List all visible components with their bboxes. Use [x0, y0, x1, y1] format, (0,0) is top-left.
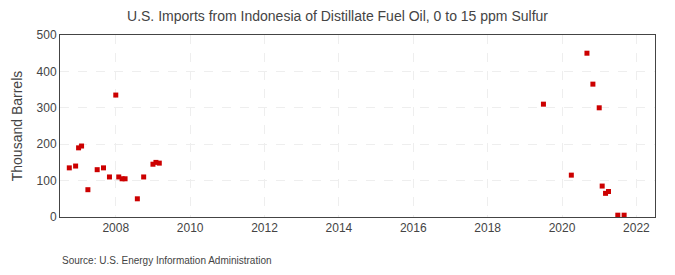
svg-text:Source: U.S. Energy Informatio: Source: U.S. Energy Information Administ… [62, 255, 272, 266]
svg-text:2008: 2008 [102, 221, 129, 235]
svg-text:200: 200 [37, 137, 57, 151]
svg-text:300: 300 [37, 101, 57, 115]
svg-text:2016: 2016 [400, 221, 427, 235]
svg-text:U.S. Imports from Indonesia of: U.S. Imports from Indonesia of Distillat… [127, 8, 548, 24]
svg-text:2014: 2014 [326, 221, 353, 235]
svg-text:2010: 2010 [177, 221, 204, 235]
svg-text:2018: 2018 [474, 221, 501, 235]
svg-text:Thousand Barrels: Thousand Barrels [9, 71, 25, 182]
svg-text:100: 100 [37, 174, 57, 188]
svg-text:400: 400 [37, 65, 57, 79]
svg-text:2022: 2022 [623, 221, 650, 235]
svg-text:2020: 2020 [549, 221, 576, 235]
svg-text:2012: 2012 [251, 221, 278, 235]
svg-text:0: 0 [50, 210, 57, 224]
svg-text:500: 500 [37, 28, 57, 42]
